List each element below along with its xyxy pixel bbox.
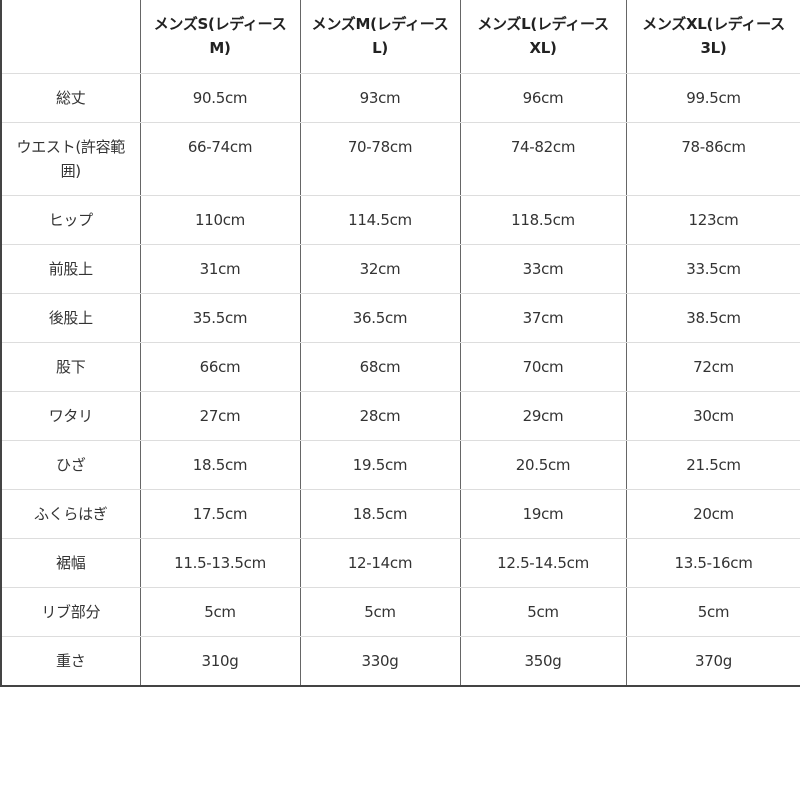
row-label: 総丈 [0,72,141,123]
header-row: メンズS(レディースM) メンズM(レディースL) メンズL(レディースXL) メンズ… [0,0,800,74]
table-cell: 90.5cm [139,72,301,123]
table-cell: 27cm [139,390,301,441]
table-cell: 66-74cm [139,121,301,196]
table-cell: 38.5cm [625,292,800,343]
column-header: メンズXL(レディース3L) [625,0,800,74]
row-label: 裾幅 [0,537,141,588]
column-header [0,0,141,74]
table-cell: 114.5cm [299,194,461,245]
column-header: メンズS(レディースM) [139,0,301,74]
table-cell: 29cm [459,390,627,441]
table-cell: 20.5cm [459,439,627,490]
table-cell: 68cm [299,341,461,392]
table-row: 後股上 35.5cm 36.5cm 37cm 38.5cm [0,292,800,343]
table-cell: 370g [625,635,800,687]
table-cell: 33.5cm [625,243,800,294]
table-cell: 28cm [299,390,461,441]
table-cell: 19cm [459,488,627,539]
table-cell: 5cm [625,586,800,637]
table-cell: 72cm [625,341,800,392]
row-label: 前股上 [0,243,141,294]
row-label: 後股上 [0,292,141,343]
table-cell: 30cm [625,390,800,441]
table-cell: 118.5cm [459,194,627,245]
table-row: 前股上 31cm 32cm 33cm 33.5cm [0,243,800,294]
table-cell: 99.5cm [625,72,800,123]
table-cell: 21.5cm [625,439,800,490]
table-cell: 330g [299,635,461,687]
table-cell: 18.5cm [139,439,301,490]
table-cell: 35.5cm [139,292,301,343]
table-cell: 310g [139,635,301,687]
table-row: ウエスト(許容範囲) 66-74cm 70-78cm 74-82cm 78-86cm [0,121,800,196]
table-cell: 70-78cm [299,121,461,196]
table-row: 裾幅 11.5-13.5cm 12-14cm 12.5-14.5cm 13.5-16cm [0,537,800,588]
table-cell: 31cm [139,243,301,294]
table-cell: 74-82cm [459,121,627,196]
table-cell: 13.5-16cm [625,537,800,588]
table-row: ワタリ 27cm 28cm 29cm 30cm [0,390,800,441]
table-cell: 12-14cm [299,537,461,588]
table-cell: 70cm [459,341,627,392]
table-row: 総丈 90.5cm 93cm 96cm 99.5cm [0,72,800,123]
column-header: メンズM(レディースL) [299,0,461,74]
table-cell: 5cm [139,586,301,637]
row-label: ウエスト(許容範囲) [0,121,141,196]
table-row: ヒップ 110cm 114.5cm 118.5cm 123cm [0,194,800,245]
table-cell: 110cm [139,194,301,245]
table-cell: 123cm [625,194,800,245]
table-cell: 66cm [139,341,301,392]
row-label: リブ部分 [0,586,141,637]
table-cell: 20cm [625,488,800,539]
row-label: ワタリ [0,390,141,441]
table-cell: 36.5cm [299,292,461,343]
table-cell: 12.5-14.5cm [459,537,627,588]
table-cell: 32cm [299,243,461,294]
table-row: リブ部分 5cm 5cm 5cm 5cm [0,586,800,637]
table-row: ふくらはぎ 17.5cm 18.5cm 19cm 20cm [0,488,800,539]
row-label: 股下 [0,341,141,392]
table-row: 重さ 310g 330g 350g 370g [0,635,800,687]
row-label: ひざ [0,439,141,490]
row-label: ヒップ [0,194,141,245]
table-cell: 33cm [459,243,627,294]
column-header: メンズL(レディースXL) [459,0,627,74]
table-cell: 5cm [299,586,461,637]
table-cell: 11.5-13.5cm [139,537,301,588]
table-cell: 350g [459,635,627,687]
table-row: 股下 66cm 68cm 70cm 72cm [0,341,800,392]
size-chart-table: メンズS(レディースM) メンズM(レディースL) メンズL(レディースXL) メンズ… [0,0,800,687]
table-cell: 17.5cm [139,488,301,539]
table-cell: 96cm [459,72,627,123]
table-cell: 5cm [459,586,627,637]
table-cell: 18.5cm [299,488,461,539]
table-cell: 19.5cm [299,439,461,490]
table-row: ひざ 18.5cm 19.5cm 20.5cm 21.5cm [0,439,800,490]
table-cell: 37cm [459,292,627,343]
table-cell: 93cm [299,72,461,123]
row-label: ふくらはぎ [0,488,141,539]
row-label: 重さ [0,635,141,687]
table-cell: 78-86cm [625,121,800,196]
